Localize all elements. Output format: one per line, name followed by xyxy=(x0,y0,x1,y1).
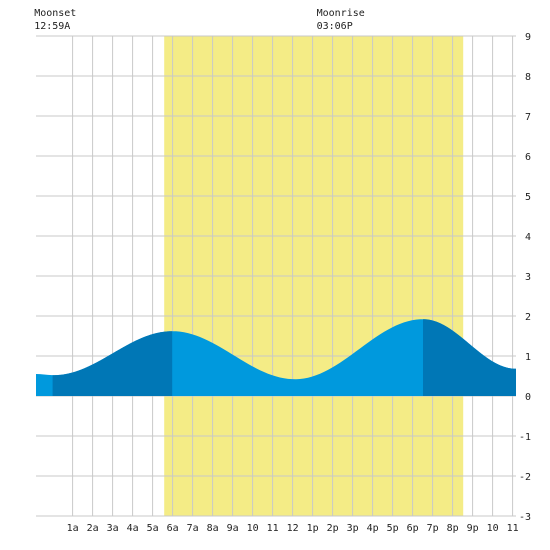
x-tick-label: 5p xyxy=(387,523,399,534)
y-tick-label: -3 xyxy=(519,512,531,523)
y-tick-label: 0 xyxy=(525,392,531,403)
x-tick-label: 12 xyxy=(287,523,299,534)
y-tick-label: 5 xyxy=(525,192,531,203)
y-tick-label: 1 xyxy=(525,352,531,363)
y-tick-label: 7 xyxy=(525,112,531,123)
x-tick-label: 11 xyxy=(267,523,279,534)
x-tick-label: 1p xyxy=(307,523,319,534)
x-tick-label: 2p xyxy=(327,523,339,534)
x-tick-label: 2a xyxy=(87,523,99,534)
moon-event-time: 03:06P xyxy=(317,21,353,32)
x-tick-label: 6a xyxy=(167,523,179,534)
x-tick-label: 11 xyxy=(507,523,519,534)
x-tick-label: 6p xyxy=(407,523,419,534)
x-tick-label: 4a xyxy=(127,523,139,534)
x-tick-label: 8p xyxy=(447,523,459,534)
x-tick-label: 4p xyxy=(367,523,379,534)
y-tick-label: 9 xyxy=(525,32,531,43)
y-tick-label: -2 xyxy=(519,472,531,483)
x-tick-label: 7p xyxy=(427,523,439,534)
x-tick-label: 8a xyxy=(207,523,219,534)
x-tick-label: 5a xyxy=(147,523,159,534)
x-tick-label: 10 xyxy=(487,523,499,534)
x-tick-label: 1a xyxy=(67,523,79,534)
moon-event-label: Moonrise xyxy=(317,8,365,19)
y-tick-label: 4 xyxy=(525,232,531,243)
y-tick-label: 6 xyxy=(525,152,531,163)
y-tick-label: 2 xyxy=(525,312,531,323)
tide-area-dark-segment xyxy=(423,319,516,396)
y-tick-label: -1 xyxy=(519,432,531,443)
x-tick-label: 3p xyxy=(347,523,359,534)
x-tick-label: 9a xyxy=(227,523,239,534)
x-tick-label: 10 xyxy=(247,523,259,534)
y-tick-label: 8 xyxy=(525,72,531,83)
x-tick-label: 7a xyxy=(187,523,199,534)
x-tick-label: 9p xyxy=(467,523,479,534)
moon-event-time: 12:59A xyxy=(34,21,70,32)
moon-event-label: Moonset xyxy=(34,8,76,19)
x-tick-label: 3a xyxy=(107,523,119,534)
tide-area-dark-segment xyxy=(52,331,173,396)
y-tick-label: 3 xyxy=(525,272,531,283)
